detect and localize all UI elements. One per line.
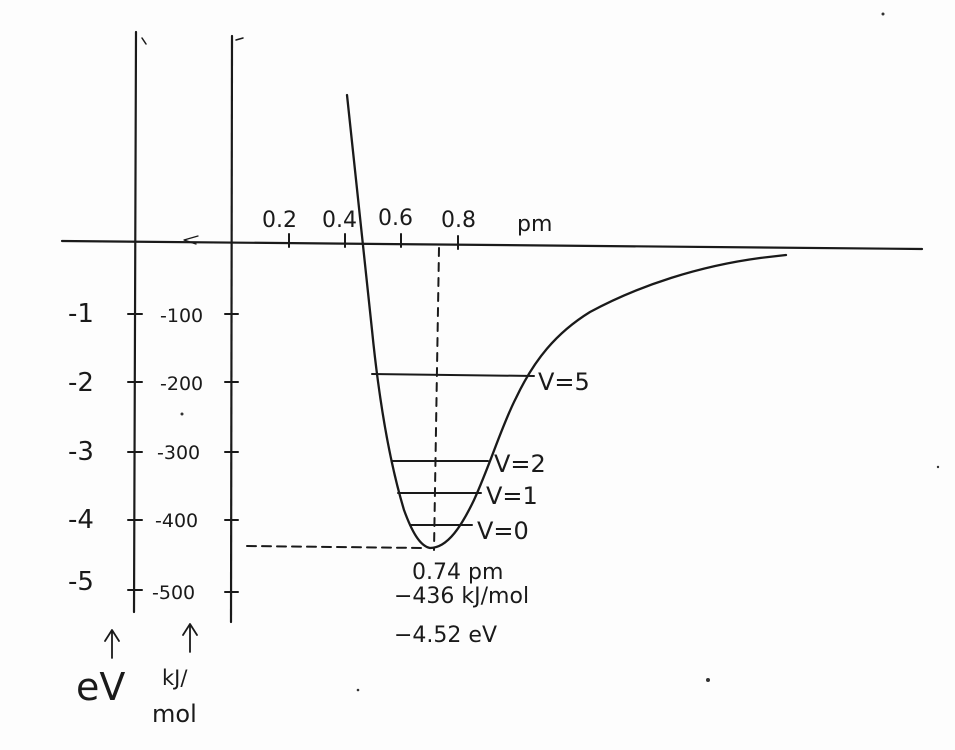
level-label-v2: V=2: [494, 450, 546, 478]
distance-axis-line: [60, 239, 924, 251]
ev-axis-line: [132, 30, 138, 614]
kj-unit-arrow-icon: [182, 623, 198, 653]
level-label-v1: V=1: [486, 482, 538, 510]
level-label-v5: V=5: [538, 368, 590, 396]
minimum-energy-kj: −436 kJ/mol: [394, 584, 529, 609]
x-tick-label: 0.6: [378, 206, 413, 231]
kj-axis-unit-bottom: mol: [152, 700, 197, 728]
x-tick-label: 0.2: [262, 208, 297, 233]
kj-tick-labels: -100 -200 -300 -400 -500: [152, 305, 203, 604]
kj-tick-label: -200: [160, 373, 203, 395]
level-labels: V=5 V=2 V=1 V=0: [477, 368, 590, 545]
kj-tick-label: -400: [155, 510, 198, 532]
unit-arrows: [104, 623, 198, 659]
minimum-energy-ev: −4.52 eV: [394, 623, 497, 648]
x-tick-label: 0.8: [441, 208, 476, 233]
kj-tick-label: -500: [152, 582, 195, 604]
ev-axis-mark: [141, 37, 147, 45]
minimum-distance: 0.74 pm: [412, 560, 503, 585]
x-axis-unit: pm: [517, 212, 552, 237]
ev-tick-marks: [127, 313, 143, 591]
ev-tick-label: -4: [68, 505, 94, 535]
level-label-v0: V=0: [477, 517, 529, 545]
minimum-horizontal-guide: [246, 545, 425, 549]
x-tick-label: 0.4: [322, 208, 357, 233]
kj-tick-label: -100: [160, 305, 203, 327]
kj-axis-mark: [235, 37, 244, 41]
kj-axis-line: [229, 34, 234, 624]
minimum-annotation: 0.74 pm −436 kJ/mol −4.52 eV: [394, 560, 529, 648]
minimum-vertical-guide: [433, 247, 440, 551]
potential-energy-curve: [345, 93, 788, 550]
ev-axis-unit: eV: [76, 665, 125, 709]
ev-tick-labels: -1 -2 -3 -4 -5: [68, 299, 94, 597]
ev-unit-arrow-icon: [104, 629, 120, 659]
level-line-v5: [371, 373, 535, 377]
x-tick-marks: [288, 233, 459, 250]
kj-tick-marks: [224, 313, 239, 593]
ev-tick-label: -5: [68, 567, 94, 597]
small-arrow-mark: [183, 235, 199, 245]
scan-specks: [180, 12, 940, 692]
vibrational-levels: [371, 373, 535, 526]
ev-tick-label: -3: [68, 437, 94, 467]
x-tick-labels: 0.2 0.4 0.6 0.8 pm: [262, 206, 552, 237]
ev-tick-label: -1: [68, 299, 94, 329]
kj-tick-label: -300: [157, 442, 200, 464]
ev-tick-label: -2: [68, 368, 94, 398]
kj-axis-unit-top: kJ/: [162, 666, 188, 690]
